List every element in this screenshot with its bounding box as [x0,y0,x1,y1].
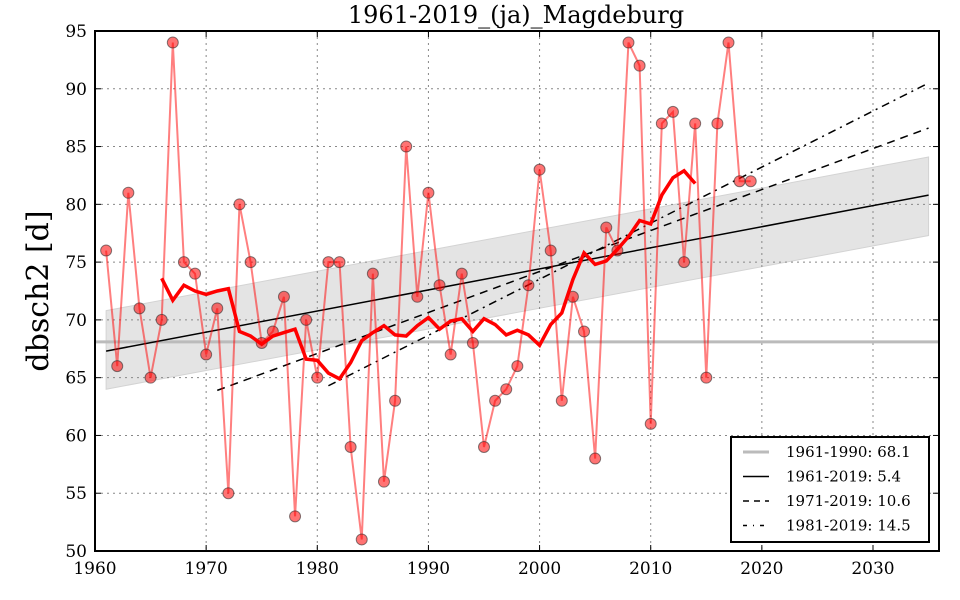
annual-data-point [111,360,124,373]
annual-data-point [455,267,468,280]
y-tick-label: 50 [65,542,87,562]
annual-data-point [177,256,190,269]
trend-line-1981-2019-14-5 [328,82,929,387]
annual-data-point [466,337,479,349]
x-tick-label: 2020 [740,559,783,579]
annual-data-point [244,256,257,269]
chart-title: 1961-2019_(ja)_Magdeburg [348,1,684,29]
y-tick-label: 85 [65,138,87,158]
annual-data-point [444,348,457,361]
annual-data-point [533,163,546,176]
annual-data-point [544,244,557,257]
grid [95,31,939,551]
legend-label: 1961-1990: 68.1 [786,443,911,461]
annual-data-point [377,475,390,488]
y-tick-label: 80 [65,195,87,215]
annual-data-point [400,140,413,153]
annual-data-point [366,267,379,280]
annual-data-point [277,290,290,303]
annual-data-point [655,117,668,130]
y-tick-label: 60 [65,426,87,446]
annual-data-point [233,198,246,211]
annual-data-point [678,256,691,269]
legend-label: 1961-2019: 5.4 [786,468,901,486]
x-tick-label: 1960 [73,559,116,579]
y-tick-label: 55 [65,484,87,504]
annual-data-point [733,175,746,188]
annual-data-point [711,117,724,130]
legend-label: 1981-2019: 14.5 [786,517,911,535]
annual-data-point [489,394,502,407]
annual-data-point [389,394,402,407]
y-tick-label: 65 [65,369,87,389]
y-tick-label: 95 [65,22,87,42]
annual-data-point [511,360,524,373]
annual-data-point [622,36,635,49]
annual-data-point [722,36,735,49]
annual-data-point [500,383,513,396]
x-tick-label: 1990 [407,559,450,579]
y-axis-label: dbsch2 [d] [21,210,56,371]
annual-data-point [644,417,657,430]
annual-data-point [155,313,168,326]
annual-data-point [666,105,679,118]
annual-data-point [300,313,313,326]
annual-data-point [433,279,446,292]
annual-data-point [600,221,613,234]
x-tick-label: 1980 [296,559,339,579]
annual-data-point [189,267,202,280]
annual-data-point [689,117,702,130]
annual-data-point [344,441,357,453]
annual-data-point [633,59,646,72]
y-tick-label: 90 [65,80,87,100]
annual-data-point [578,325,591,338]
legend-box [730,436,930,543]
y-tick-label: 70 [65,311,87,331]
x-tick-label: 2030 [851,559,894,579]
annual-data-point [333,256,346,269]
annual-data-point [589,452,602,465]
annual-data-point [700,371,713,384]
moving-average-line [160,168,697,382]
plot-frame [94,30,940,552]
annual-data-point [166,36,179,49]
legend: 1961-1990: 68.1 1961-2019: 5.4 1971-2019: … [730,436,930,543]
legend-label: 1971-2019: 10.6 [786,492,911,510]
trend-line-1961-2019-5-4 [105,194,929,352]
annual-data-point [522,279,535,292]
series-layer [95,36,940,546]
x-tick-label: 2000 [518,559,561,579]
annual-data-point [411,290,424,303]
annual-data-point [744,175,757,188]
y-tick-label: 75 [65,253,87,273]
annual-data-point [289,510,302,523]
annual-data-point [478,441,490,453]
x-tick-label: 2010 [629,559,672,579]
annual-data-point [422,186,435,199]
ticks: 1960 1970 1980 1990 2000 2010 2020 2030 50 55 60 65… [65,22,939,579]
annual-data-point [311,371,324,384]
annual-data-point [100,244,113,257]
annual-data-point [555,394,568,407]
annual-data-point [322,256,335,269]
annual-data-point [222,487,235,500]
trend-line-1971-2019-10-6 [216,127,929,392]
annual-data-point [122,186,135,199]
annual-data-point [355,533,368,546]
annual-data-point [144,371,157,384]
annual-data-point [133,302,146,315]
x-tick-label: 1970 [185,559,228,579]
annual-data-point [211,302,224,315]
annual-data-point [200,348,213,361]
